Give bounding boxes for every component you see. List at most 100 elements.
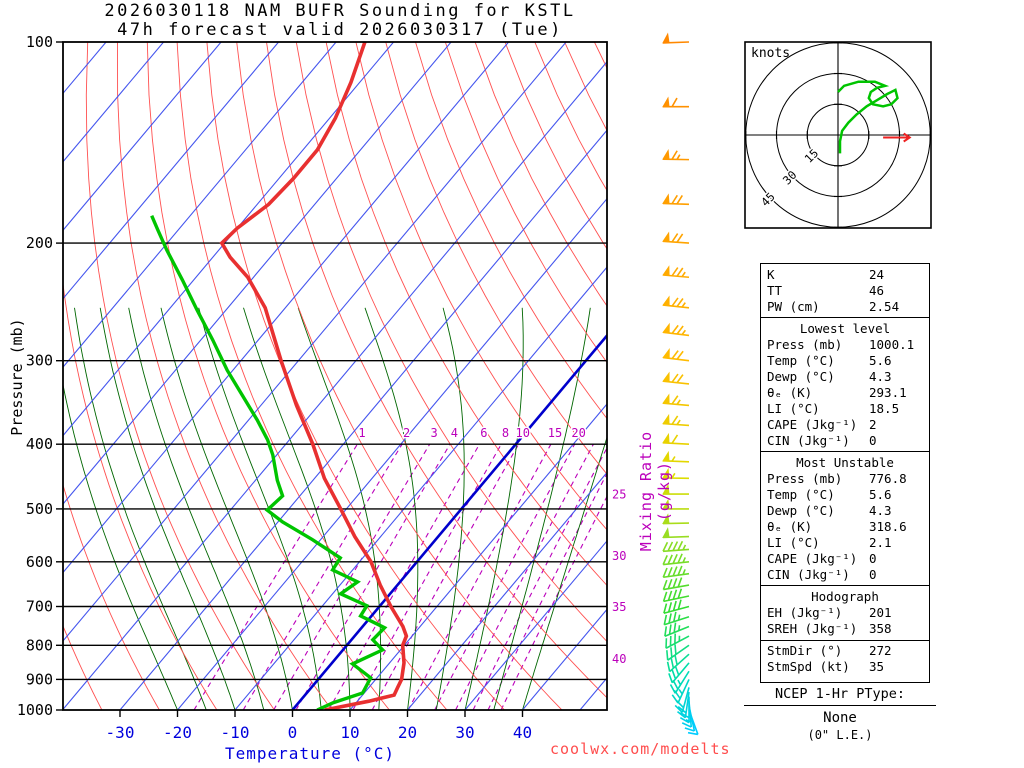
svg-text:20: 20 bbox=[398, 723, 417, 742]
index-value: 776.8 bbox=[869, 471, 907, 486]
ptype-value: None bbox=[823, 710, 857, 726]
svg-text:-10: -10 bbox=[221, 723, 250, 742]
svg-text:800: 800 bbox=[26, 636, 53, 654]
mixing-ratio-axis-label: Mixing Ratio (g/kg) bbox=[637, 430, 673, 552]
svg-text:10: 10 bbox=[340, 723, 359, 742]
index-row: K 24 bbox=[761, 267, 929, 283]
svg-text:900: 900 bbox=[26, 670, 53, 688]
pressure-axis-label: Pressure (mb) bbox=[8, 318, 26, 436]
svg-text:4: 4 bbox=[451, 426, 458, 440]
index-value: 0 bbox=[869, 551, 877, 566]
index-label: LI (°C) bbox=[767, 401, 820, 416]
index-row: Temp (°C) 5.6 bbox=[761, 487, 929, 503]
index-value: 2.1 bbox=[869, 535, 892, 550]
chart-title: 2026030118 NAM BUFR Sounding for KSTL 47… bbox=[28, 2, 652, 40]
svg-text:40: 40 bbox=[612, 652, 626, 666]
wind-barb-column bbox=[662, 32, 699, 736]
index-value: 18.5 bbox=[869, 401, 900, 416]
storm-motion-arrow bbox=[883, 132, 912, 143]
index-row: Press (mb) 1000.1 bbox=[761, 337, 929, 353]
svg-text:200: 200 bbox=[26, 234, 53, 252]
chart-title-line2: 47h forecast valid 2026030317 (Tue) bbox=[117, 20, 563, 40]
index-row: StmSpd (kt) 35 bbox=[761, 659, 929, 675]
index-row: TT 46 bbox=[761, 283, 929, 299]
index-row: CIN (Jkg⁻¹) 0 bbox=[761, 567, 929, 583]
plot-border bbox=[62, 41, 608, 711]
temperature-axis-label: Temperature (°C) bbox=[224, 744, 396, 763]
index-value: 318.6 bbox=[869, 519, 907, 534]
index-row: PW (cm) 2.54 bbox=[761, 299, 929, 315]
index-row: CIN (Jkg⁻¹) 0 bbox=[761, 433, 929, 449]
svg-text:1000: 1000 bbox=[17, 701, 53, 719]
index-label: Press (mb) bbox=[767, 471, 843, 486]
index-value: 2.54 bbox=[869, 299, 900, 314]
index-label: SREH (Jkg⁻¹) bbox=[767, 621, 858, 636]
index-row: Dewp (°C) 4.3 bbox=[761, 369, 929, 385]
ptype-liquid-equivalent: (0" L.E.) bbox=[807, 728, 873, 742]
index-label: CIN (Jkg⁻¹) bbox=[767, 433, 850, 448]
index-value: 201 bbox=[869, 605, 892, 620]
svg-text:30: 30 bbox=[612, 549, 626, 563]
index-section-header: Lowest level bbox=[761, 317, 929, 337]
index-row: EH (Jkg⁻¹) 201 bbox=[761, 605, 929, 621]
indices-panel: K 24 TT 46 PW (cm) 2.54 Lowest level Press (mb)… bbox=[760, 263, 930, 683]
index-label: θₑ (K) bbox=[767, 519, 813, 534]
svg-text:-20: -20 bbox=[163, 723, 192, 742]
index-value: 24 bbox=[869, 267, 885, 282]
index-label: θₑ (K) bbox=[767, 385, 813, 400]
index-label: Dewp (°C) bbox=[767, 503, 835, 518]
index-label: EH (Jkg⁻¹) bbox=[767, 605, 843, 620]
dry-adiabats bbox=[63, 42, 607, 710]
index-value: 5.6 bbox=[869, 353, 892, 368]
svg-text:30: 30 bbox=[455, 723, 474, 742]
index-value: 46 bbox=[869, 283, 885, 298]
index-label: CIN (Jkg⁻¹) bbox=[767, 567, 850, 582]
svg-text:35: 35 bbox=[612, 600, 626, 614]
index-row: Press (mb) 776.8 bbox=[761, 471, 929, 487]
index-section-header: Hodograph bbox=[761, 585, 929, 605]
chart-title-line1: 2026030118 NAM BUFR Sounding for KSTL bbox=[104, 1, 576, 21]
index-row: LI (°C) 2.1 bbox=[761, 535, 929, 551]
index-value: 0 bbox=[869, 433, 877, 448]
hodograph-units-label: knots bbox=[751, 46, 791, 61]
skewt-background-lines bbox=[63, 42, 607, 710]
index-label: CAPE (Jkg⁻¹) bbox=[767, 551, 858, 566]
index-label: Temp (°C) bbox=[767, 487, 835, 502]
svg-text:-30: -30 bbox=[106, 723, 135, 742]
index-label: Press (mb) bbox=[767, 337, 843, 352]
svg-text:10: 10 bbox=[515, 426, 529, 440]
index-label: TT bbox=[767, 283, 783, 298]
watermark-link[interactable]: coolwx.com/modelts bbox=[550, 740, 731, 758]
index-label: Dewp (°C) bbox=[767, 369, 835, 384]
index-section-separator bbox=[761, 640, 929, 643]
index-label: K bbox=[767, 267, 775, 282]
svg-text:300: 300 bbox=[26, 352, 53, 370]
mixing-ratio-value-labels: 1 2 3 4 6 8 10 15 20 25 30 35 40 bbox=[357, 424, 627, 666]
index-value: 272 bbox=[869, 643, 892, 658]
index-value: 4.3 bbox=[869, 503, 892, 518]
index-value: 5.6 bbox=[869, 487, 892, 502]
index-row: LI (°C) 18.5 bbox=[761, 401, 929, 417]
ptype-title: NCEP 1-Hr PType: bbox=[744, 686, 936, 706]
svg-text:20: 20 bbox=[571, 426, 585, 440]
temperature-curve bbox=[219, 42, 409, 710]
index-row: StmDir (°) 272 bbox=[761, 643, 929, 659]
svg-text:400: 400 bbox=[26, 435, 53, 453]
svg-text:2: 2 bbox=[403, 426, 410, 440]
isotherms bbox=[63, 42, 607, 710]
index-row: Dewp (°C) 4.3 bbox=[761, 503, 929, 519]
svg-text:15: 15 bbox=[548, 426, 562, 440]
pressure-gridlines bbox=[63, 242, 607, 681]
svg-text:8: 8 bbox=[502, 426, 509, 440]
ptype-block: NCEP 1-Hr PType: None (0" L.E.) bbox=[744, 686, 936, 742]
index-value: 1000.1 bbox=[869, 337, 915, 352]
svg-text:3: 3 bbox=[430, 426, 437, 440]
index-section-header: Most Unstable bbox=[761, 451, 929, 471]
index-value: 293.1 bbox=[869, 385, 907, 400]
svg-text:0: 0 bbox=[288, 723, 298, 742]
index-label: StmSpd (kt) bbox=[767, 659, 850, 674]
index-label: StmDir (°) bbox=[767, 643, 843, 658]
index-label: PW (cm) bbox=[767, 299, 820, 314]
